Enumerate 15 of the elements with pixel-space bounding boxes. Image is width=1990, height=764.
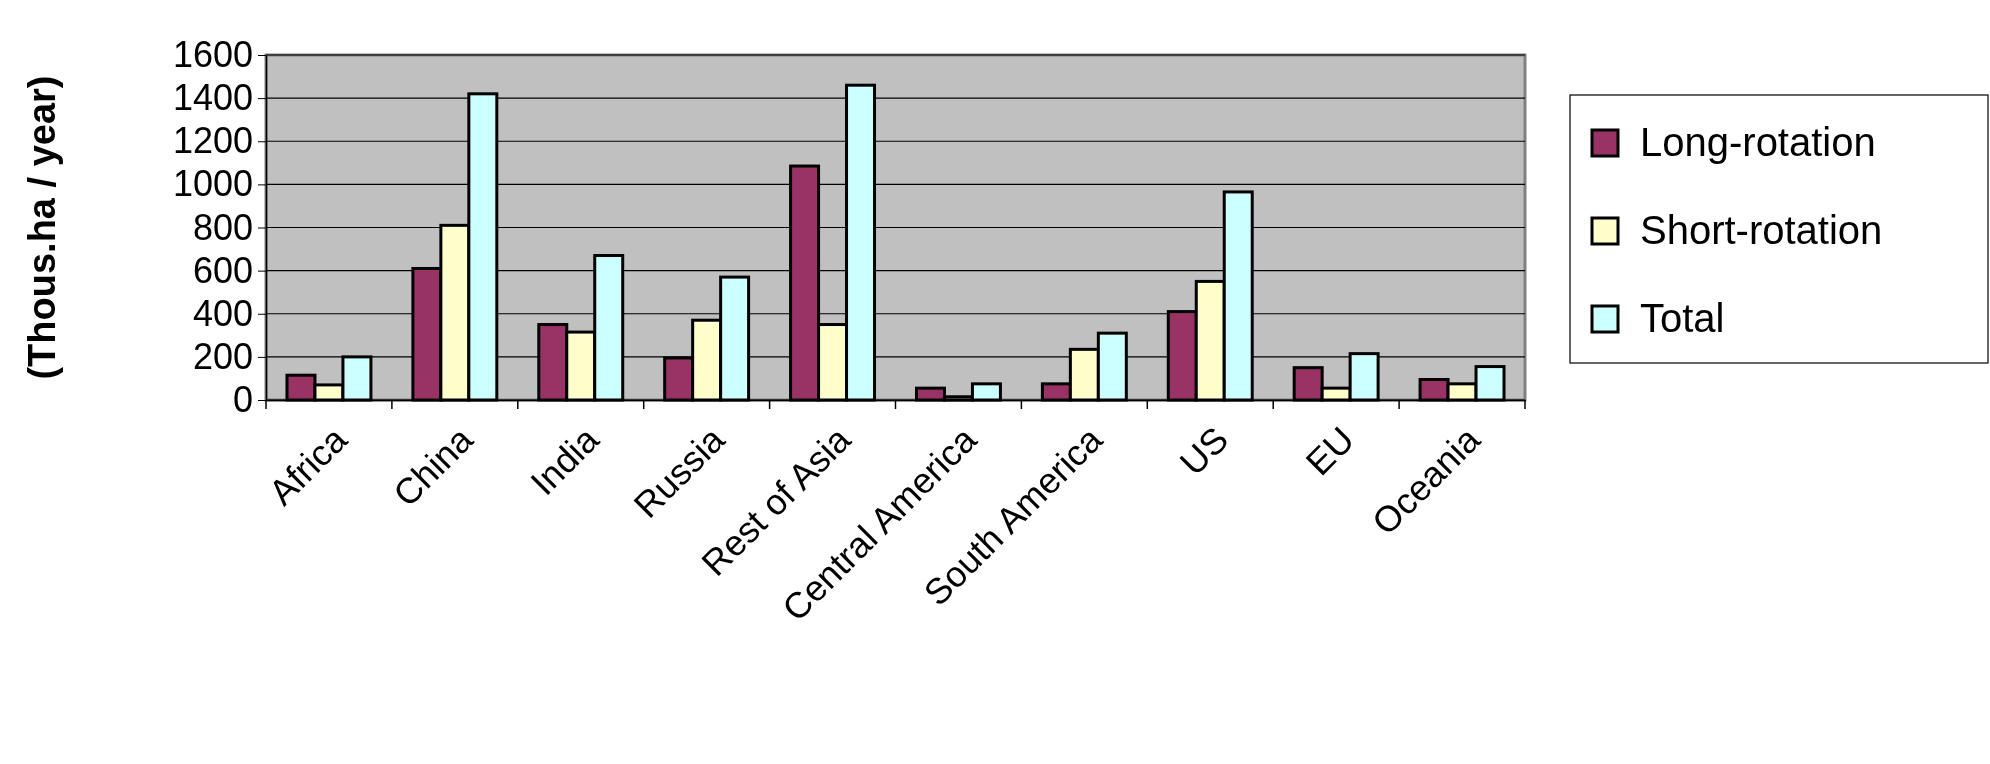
y-axis-title: (Thous.ha / year) — [21, 75, 63, 380]
y-tick-label: 600 — [192, 249, 253, 291]
y-tick-label: 200 — [192, 335, 253, 377]
y-tick-label: 400 — [192, 292, 253, 334]
y-tick-label: 0 — [232, 379, 253, 421]
y-tick-label: 1200 — [172, 120, 253, 162]
y-tick-label: 1000 — [172, 163, 253, 205]
x-tick-label: US — [1171, 418, 1237, 484]
y-tick-label: 1400 — [172, 77, 253, 119]
y-tick-label: 800 — [192, 206, 253, 248]
legend-label: Short-rotation — [1640, 208, 1883, 252]
legend-label: Long-rotation — [1640, 120, 1876, 164]
x-tick-label: EU — [1297, 418, 1362, 484]
legend-label: Total — [1640, 296, 1725, 340]
y-tick-label: 1600 — [172, 34, 253, 76]
